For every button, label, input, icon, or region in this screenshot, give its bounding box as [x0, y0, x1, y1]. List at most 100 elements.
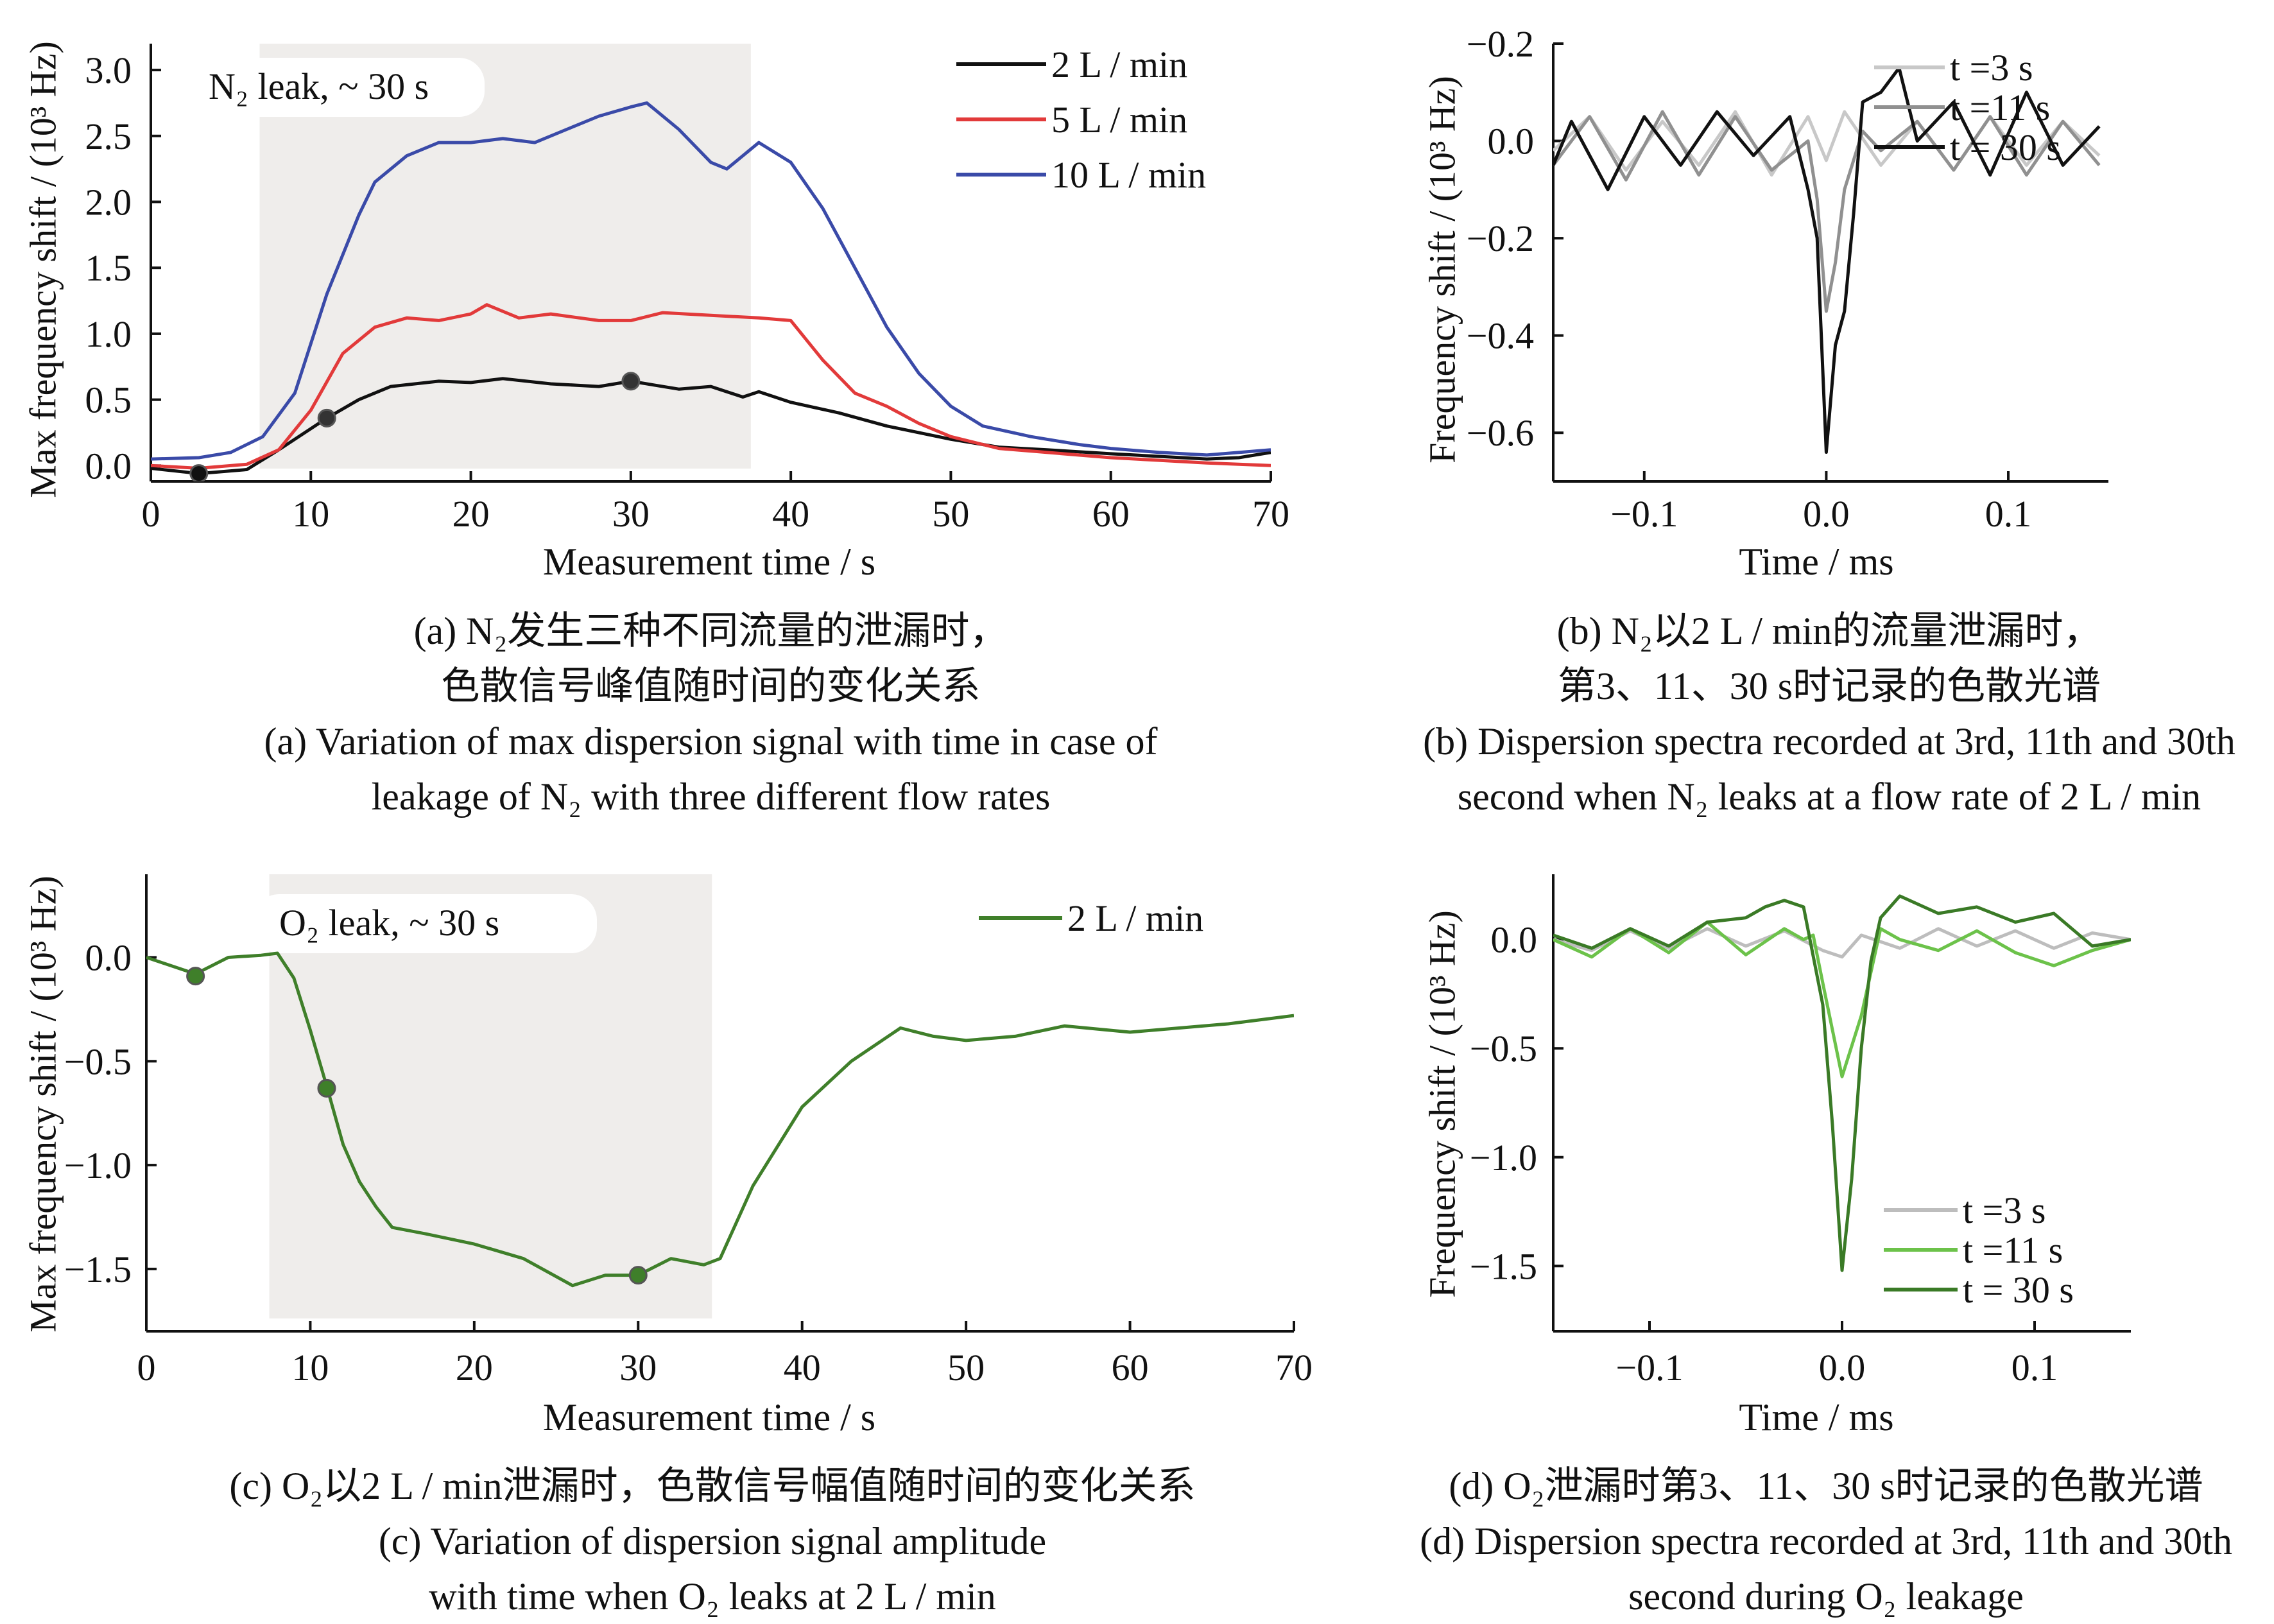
x-tick-label: −0.1 [1615, 1347, 1683, 1388]
y-axis-label: Frequency shift / (10³ Hz) [1422, 910, 1463, 1298]
x-tick-label: 10 [292, 493, 329, 535]
series-line-1 [146, 951, 1294, 1288]
chart-panel-c: O₂ leak, ~ 30 s 0 10 20 30 40 50 60 70 0.0 −0.5 −1.… [22, 874, 1313, 1438]
y-tick-label: −1.0 [64, 1145, 132, 1186]
y-axis-label: Max frequency shift / (10³ Hz) [22, 41, 64, 498]
x-tick-label: 20 [452, 493, 490, 535]
x-tick-label: 0 [142, 493, 160, 535]
series-line-1 [1553, 927, 2131, 959]
x-tick-label: 0.0 [1803, 493, 1850, 535]
legend-label-2: t =11 s [1963, 1229, 2063, 1271]
y-axis-label: Frequency shift / (10³ Hz) [1422, 76, 1463, 463]
data-marker-1 [189, 464, 209, 481]
y-tick-label: −1.5 [64, 1248, 132, 1290]
x-tick-label: 40 [784, 1347, 821, 1388]
legend-label-2: 5 L / min [1051, 99, 1187, 141]
chart-panel-d: −0.1 0.0 0.1 0.0 −0.5 −1.0 −1.5 Time / ms Freque… [1422, 874, 2131, 1438]
caption-c-en-2: with time when O₂ leaks at 2 L / min [429, 1575, 996, 1618]
y-tick-label: 3.0 [85, 49, 132, 91]
chart-panel-a: N₂ leak, ~ 30 s 0 10 20 30 40 50 60 70 0.0 0.5 1.0 1… [22, 41, 1289, 583]
x-tick-label: 40 [772, 493, 809, 535]
y-axis-label: Max frequency shift / (10³ Hz) [22, 876, 64, 1333]
caption-b-zh-1: (b) N₂以2 L / min的流量泄漏时， [1556, 610, 2102, 652]
caption-d-en-1: (d) Dispersion spectra recorded at 3rd, … [1420, 1520, 2232, 1562]
caption-a-en-1: (a) Variation of max dispersion signal w… [264, 720, 1158, 763]
legend-label-2: t =11 s [1950, 87, 2050, 128]
y-tick-label: −0.2 [1467, 218, 1534, 259]
x-tick-label: 60 [1112, 1347, 1149, 1388]
y-tick-label: −0.2 [1467, 23, 1534, 65]
caption-a-en-2: leakage of N₂ with three different flow … [371, 775, 1051, 818]
caption-c-zh-1: (c) O₂以2 L / min泄漏时，色散信号幅值随时间的变化关系 [229, 1465, 1196, 1507]
x-tick-label: 10 [291, 1347, 329, 1388]
x-tick-label: 30 [619, 1347, 657, 1388]
legend-label-1: t =3 s [1963, 1189, 2046, 1231]
chart-panel-b: −0.1 0.0 0.1 −0.2 0.0 −0.2 −0.4 −0.6 Time / ms Fr… [1422, 23, 2108, 583]
caption-a: (a) N₂发生三种不同流量的泄漏时， 色散信号峰值随时间的变化关系 (a) V… [151, 603, 1271, 824]
caption-b-en-2: second when N₂ leaks at a flow rate of 2… [1457, 775, 2201, 818]
x-axis-label: Time / ms [1739, 1396, 1893, 1438]
annotation-box [254, 894, 597, 953]
data-marker-3 [621, 372, 641, 391]
x-tick-label: 0.1 [2011, 1347, 2058, 1388]
y-tick-label: 0.0 [1488, 121, 1535, 162]
annotation-box [183, 58, 485, 117]
y-tick-label: −0.4 [1467, 315, 1534, 357]
x-axis-label: Time / ms [1739, 540, 1893, 583]
caption-d-zh-1: (d) O₂泄漏时第3、11、30 s时记录的色散光谱 [1449, 1465, 2203, 1507]
y-tick-label: −0.5 [64, 1041, 132, 1082]
x-axis-label: Measurement time / s [543, 540, 875, 583]
y-tick-label: −1.5 [1470, 1245, 1537, 1287]
caption-b-zh-2: 第3、11、30 s时记录的色散光谱 [1557, 665, 2101, 707]
y-tick-label: 1.5 [85, 247, 132, 289]
data-marker-2 [317, 1078, 336, 1098]
data-marker-3 [628, 1266, 648, 1285]
caption-d: (d) O₂泄漏时第3、11、30 s时记录的色散光谱 (d) Dispersi… [1380, 1458, 2272, 1624]
series-line-2 [1553, 920, 2131, 1078]
x-tick-label: 50 [932, 493, 969, 535]
y-tick-label: 2.5 [85, 116, 132, 157]
series-line-3 [1553, 66, 2101, 454]
caption-d-en-2: second during O₂ leakage [1628, 1575, 2024, 1618]
y-tick-label: −1.0 [1470, 1137, 1537, 1179]
caption-b-en-1: (b) Dispersion spectra recorded at 3rd, … [1423, 720, 2235, 763]
series-line-2 [1553, 110, 2101, 313]
y-tick-label: −0.5 [1470, 1028, 1537, 1069]
x-tick-label: 30 [612, 493, 650, 535]
x-tick-label: −0.1 [1610, 493, 1678, 535]
x-tick-label: 70 [1252, 493, 1289, 535]
plot-area [1553, 66, 2101, 454]
y-tick-label: 0.0 [85, 445, 132, 487]
annotation-text: O₂ leak, ~ 30 s [279, 902, 499, 944]
plot-area [146, 951, 1294, 1288]
legend-label-3: t = 30 s [1963, 1269, 2074, 1311]
series-line-2 [151, 303, 1271, 470]
x-tick-label: 0.0 [1819, 1347, 1866, 1388]
x-tick-label: 0.1 [1985, 493, 2032, 535]
x-axis-label: Measurement time / s [543, 1396, 875, 1438]
y-tick-label: 0.0 [1491, 919, 1538, 961]
data-marker-1 [186, 967, 205, 986]
y-tick-label: 0.0 [85, 937, 132, 978]
caption-b: (b) N₂以2 L / min的流量泄漏时， 第3、11、30 s时记录的色散… [1386, 603, 2272, 824]
caption-c: (c) O₂以2 L / min泄漏时，色散信号幅值随时间的变化关系 (c) V… [128, 1458, 1296, 1624]
y-tick-label: 1.0 [85, 313, 132, 355]
caption-c-en-1: (c) Variation of dispersion signal ampli… [378, 1520, 1047, 1562]
data-marker-2 [317, 408, 336, 428]
x-tick-label: 60 [1092, 493, 1130, 535]
legend-label-3: 10 L / min [1051, 154, 1206, 196]
plot-area [1553, 894, 2131, 1272]
annotation-text: N₂ leak, ~ 30 s [209, 65, 429, 107]
x-tick-label: 0 [137, 1347, 156, 1388]
legend-label-3: t = 30 s [1950, 126, 2061, 168]
legend-label-1: 2 L / min [1067, 897, 1203, 939]
series-line-3 [1553, 894, 2131, 1272]
caption-a-zh-1: (a) N₂发生三种不同流量的泄漏时， [413, 610, 1008, 652]
x-tick-label: 20 [456, 1347, 493, 1388]
plot-area [151, 101, 1271, 481]
x-tick-label: 70 [1275, 1347, 1313, 1388]
y-tick-label: 0.5 [85, 379, 132, 421]
y-tick-label: 2.0 [85, 182, 132, 223]
y-tick-label: −0.6 [1467, 412, 1534, 454]
